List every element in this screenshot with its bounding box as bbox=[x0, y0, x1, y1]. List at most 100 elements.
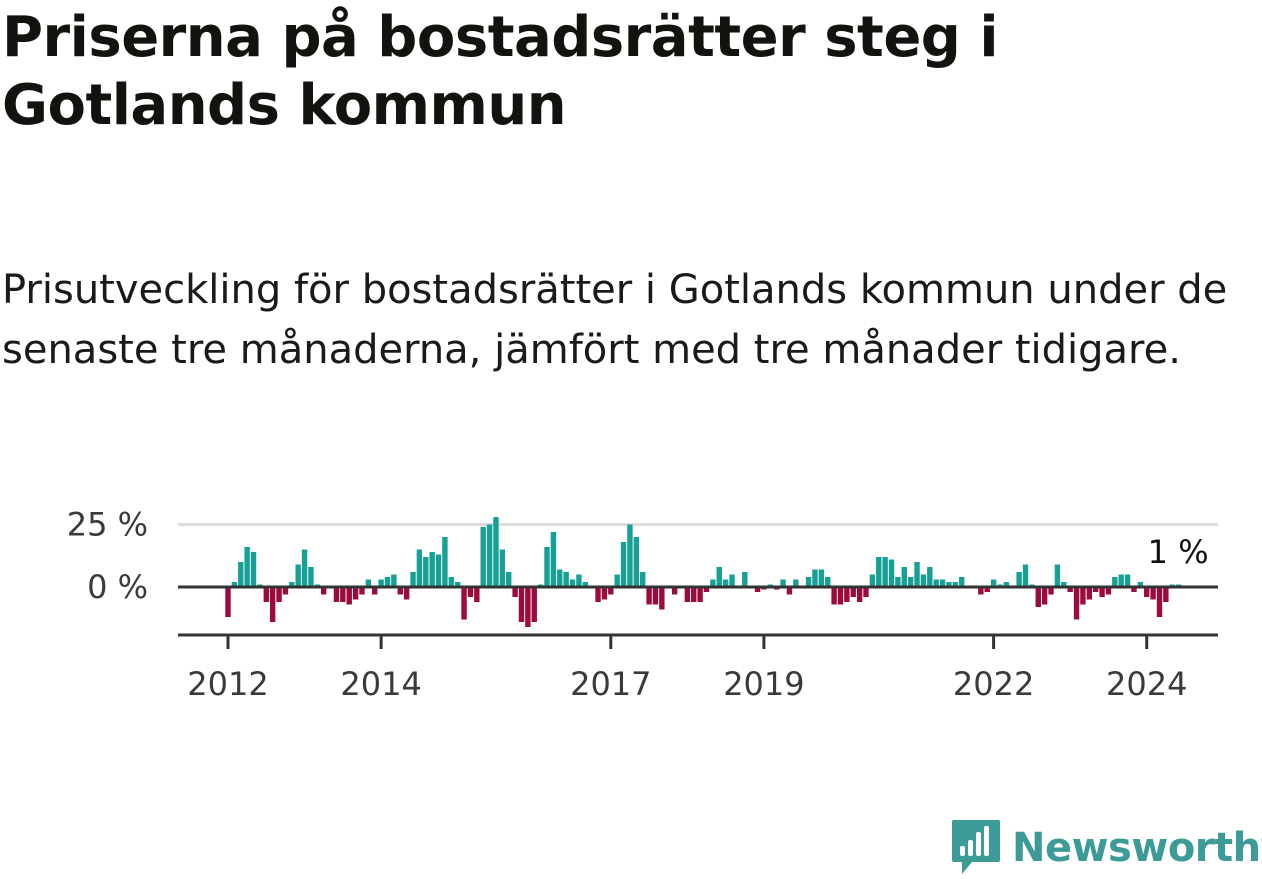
bar bbox=[659, 587, 665, 610]
bar bbox=[895, 577, 901, 587]
bar bbox=[888, 559, 895, 587]
bar bbox=[582, 582, 588, 587]
bar bbox=[882, 557, 888, 587]
bar bbox=[391, 574, 397, 587]
bar bbox=[525, 587, 531, 627]
bar bbox=[716, 567, 722, 587]
bar bbox=[1003, 582, 1010, 587]
bar bbox=[499, 549, 506, 587]
bar bbox=[710, 579, 716, 587]
bar bbox=[518, 587, 525, 622]
last-value-label: 1 % bbox=[1148, 533, 1209, 571]
bar bbox=[359, 587, 365, 595]
bar bbox=[601, 587, 608, 600]
bar bbox=[467, 587, 474, 597]
bar bbox=[563, 572, 569, 587]
newsworthy-logo: Newsworthy bbox=[950, 818, 1262, 878]
bar bbox=[946, 582, 952, 587]
bar bbox=[321, 587, 327, 595]
bar bbox=[429, 552, 435, 587]
bar bbox=[493, 517, 499, 587]
bar bbox=[978, 587, 984, 595]
bar bbox=[793, 579, 799, 587]
x-tick-label: 2017 bbox=[570, 665, 651, 703]
bar bbox=[410, 572, 416, 587]
bar bbox=[1086, 587, 1092, 600]
bar bbox=[550, 532, 557, 587]
x-tick-label: 2019 bbox=[723, 665, 804, 703]
bar bbox=[990, 579, 997, 587]
bar bbox=[914, 562, 920, 587]
bar bbox=[729, 574, 735, 587]
bar bbox=[837, 587, 844, 605]
chart-subtitle: Prisutveckling för bostadsrätter i Gotla… bbox=[2, 267, 1228, 373]
bar bbox=[722, 579, 729, 587]
bar bbox=[289, 582, 295, 587]
bar bbox=[876, 557, 882, 587]
bar bbox=[480, 527, 486, 587]
bar bbox=[1163, 587, 1169, 602]
bar bbox=[384, 577, 391, 587]
bar-chart: 0 % 25 % 2012 2014 2017 2019 2022 2024 1 % bbox=[67, 506, 1218, 704]
bar bbox=[1112, 577, 1118, 587]
bar bbox=[1124, 574, 1131, 587]
bar bbox=[614, 574, 620, 587]
bar bbox=[1131, 587, 1137, 592]
bar bbox=[333, 587, 340, 602]
bar bbox=[352, 587, 359, 600]
bar bbox=[646, 587, 652, 605]
bar bbox=[652, 587, 659, 605]
bar bbox=[933, 579, 939, 587]
bar bbox=[1041, 587, 1048, 605]
axis-layer bbox=[178, 585, 1218, 649]
bar bbox=[927, 567, 933, 587]
newsworthy-logo-text: Newsworthy bbox=[1012, 825, 1262, 871]
bar bbox=[1067, 587, 1073, 592]
bar bbox=[863, 587, 869, 597]
bar bbox=[1061, 582, 1067, 587]
bar bbox=[1022, 564, 1029, 587]
bar bbox=[703, 587, 710, 592]
bar bbox=[1092, 587, 1099, 592]
bar bbox=[1080, 587, 1086, 605]
bar bbox=[633, 537, 640, 587]
bar bbox=[569, 579, 576, 587]
bar bbox=[920, 574, 927, 587]
bar bbox=[907, 577, 914, 587]
bar bbox=[442, 537, 448, 587]
bar bbox=[454, 582, 461, 587]
newsworthy-logo-icon bbox=[952, 820, 1000, 874]
labels-layer: 0 % 25 % 2012 2014 2017 2019 2022 2024 1 % bbox=[67, 506, 1209, 704]
bar bbox=[1118, 574, 1124, 587]
bar bbox=[1035, 587, 1041, 607]
bar bbox=[1054, 564, 1061, 587]
bar bbox=[269, 587, 276, 622]
bar bbox=[939, 579, 946, 587]
bar bbox=[786, 587, 793, 595]
bar bbox=[627, 524, 633, 587]
bar bbox=[282, 587, 289, 595]
bar bbox=[684, 587, 691, 602]
bar bbox=[620, 542, 627, 587]
bar bbox=[780, 579, 786, 587]
page-title: Priserna på bostadsrätter steg i Gotland… bbox=[2, 5, 999, 138]
bar bbox=[640, 572, 646, 587]
bar bbox=[486, 524, 493, 587]
bar bbox=[544, 547, 550, 587]
bar bbox=[818, 569, 825, 587]
bar bbox=[295, 564, 301, 587]
bar bbox=[372, 587, 378, 595]
bar bbox=[671, 587, 678, 595]
y-tick-label: 25 % bbox=[67, 506, 148, 544]
bar bbox=[805, 577, 812, 587]
bar bbox=[1150, 587, 1156, 600]
bar bbox=[225, 587, 231, 617]
bar bbox=[308, 567, 314, 587]
bar bbox=[397, 587, 403, 595]
bar bbox=[1156, 587, 1163, 617]
bar bbox=[901, 567, 907, 587]
bar bbox=[474, 587, 480, 602]
bar bbox=[844, 587, 850, 602]
bar bbox=[1137, 582, 1144, 587]
bar bbox=[506, 572, 512, 587]
